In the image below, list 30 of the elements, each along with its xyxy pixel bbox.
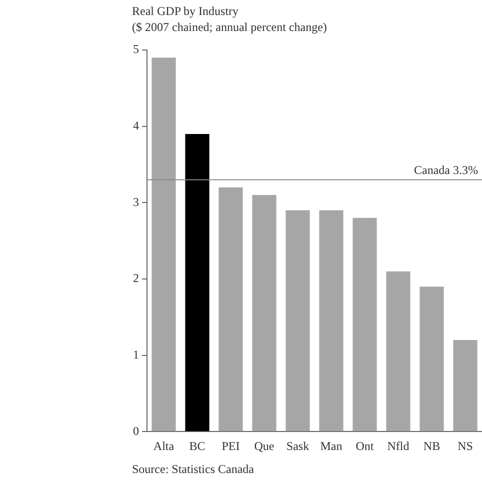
bar bbox=[218, 187, 243, 432]
bar bbox=[319, 210, 344, 432]
ref-line-label: Canada 3.3% bbox=[414, 162, 478, 177]
source-note: Source: Statistics Canada bbox=[132, 462, 254, 477]
bar bbox=[185, 134, 210, 432]
x-tick-label: Sask bbox=[286, 438, 310, 453]
bar bbox=[252, 195, 276, 432]
bar bbox=[420, 286, 444, 432]
x-tick-label: Man bbox=[320, 438, 342, 453]
chart-subtitle: ($ 2007 chained; annual percent change) bbox=[132, 20, 327, 35]
y-tick-label: 0 bbox=[133, 424, 139, 438]
y-tick-label: 1 bbox=[133, 347, 139, 362]
bar bbox=[352, 218, 377, 432]
x-tick-label: Ont bbox=[356, 438, 374, 453]
bar bbox=[453, 340, 478, 432]
x-tick-label: PEI bbox=[222, 438, 240, 453]
y-tick-label: 2 bbox=[133, 271, 139, 286]
y-tick-label: 5 bbox=[133, 42, 139, 56]
bar bbox=[152, 58, 176, 432]
y-tick-label: 4 bbox=[133, 118, 139, 132]
x-tick-label: NB bbox=[423, 438, 440, 453]
x-tick-label: BC bbox=[189, 438, 206, 453]
x-tick-label: Alta bbox=[153, 438, 175, 453]
bar bbox=[286, 210, 310, 432]
chart-title: Real GDP by Industry bbox=[132, 4, 239, 19]
bar bbox=[386, 271, 410, 432]
x-tick-label: Nfld bbox=[387, 438, 410, 453]
x-tick-label: Que bbox=[254, 438, 274, 453]
x-tick-label: NS bbox=[458, 438, 473, 453]
y-tick-label: 3 bbox=[133, 194, 139, 209]
